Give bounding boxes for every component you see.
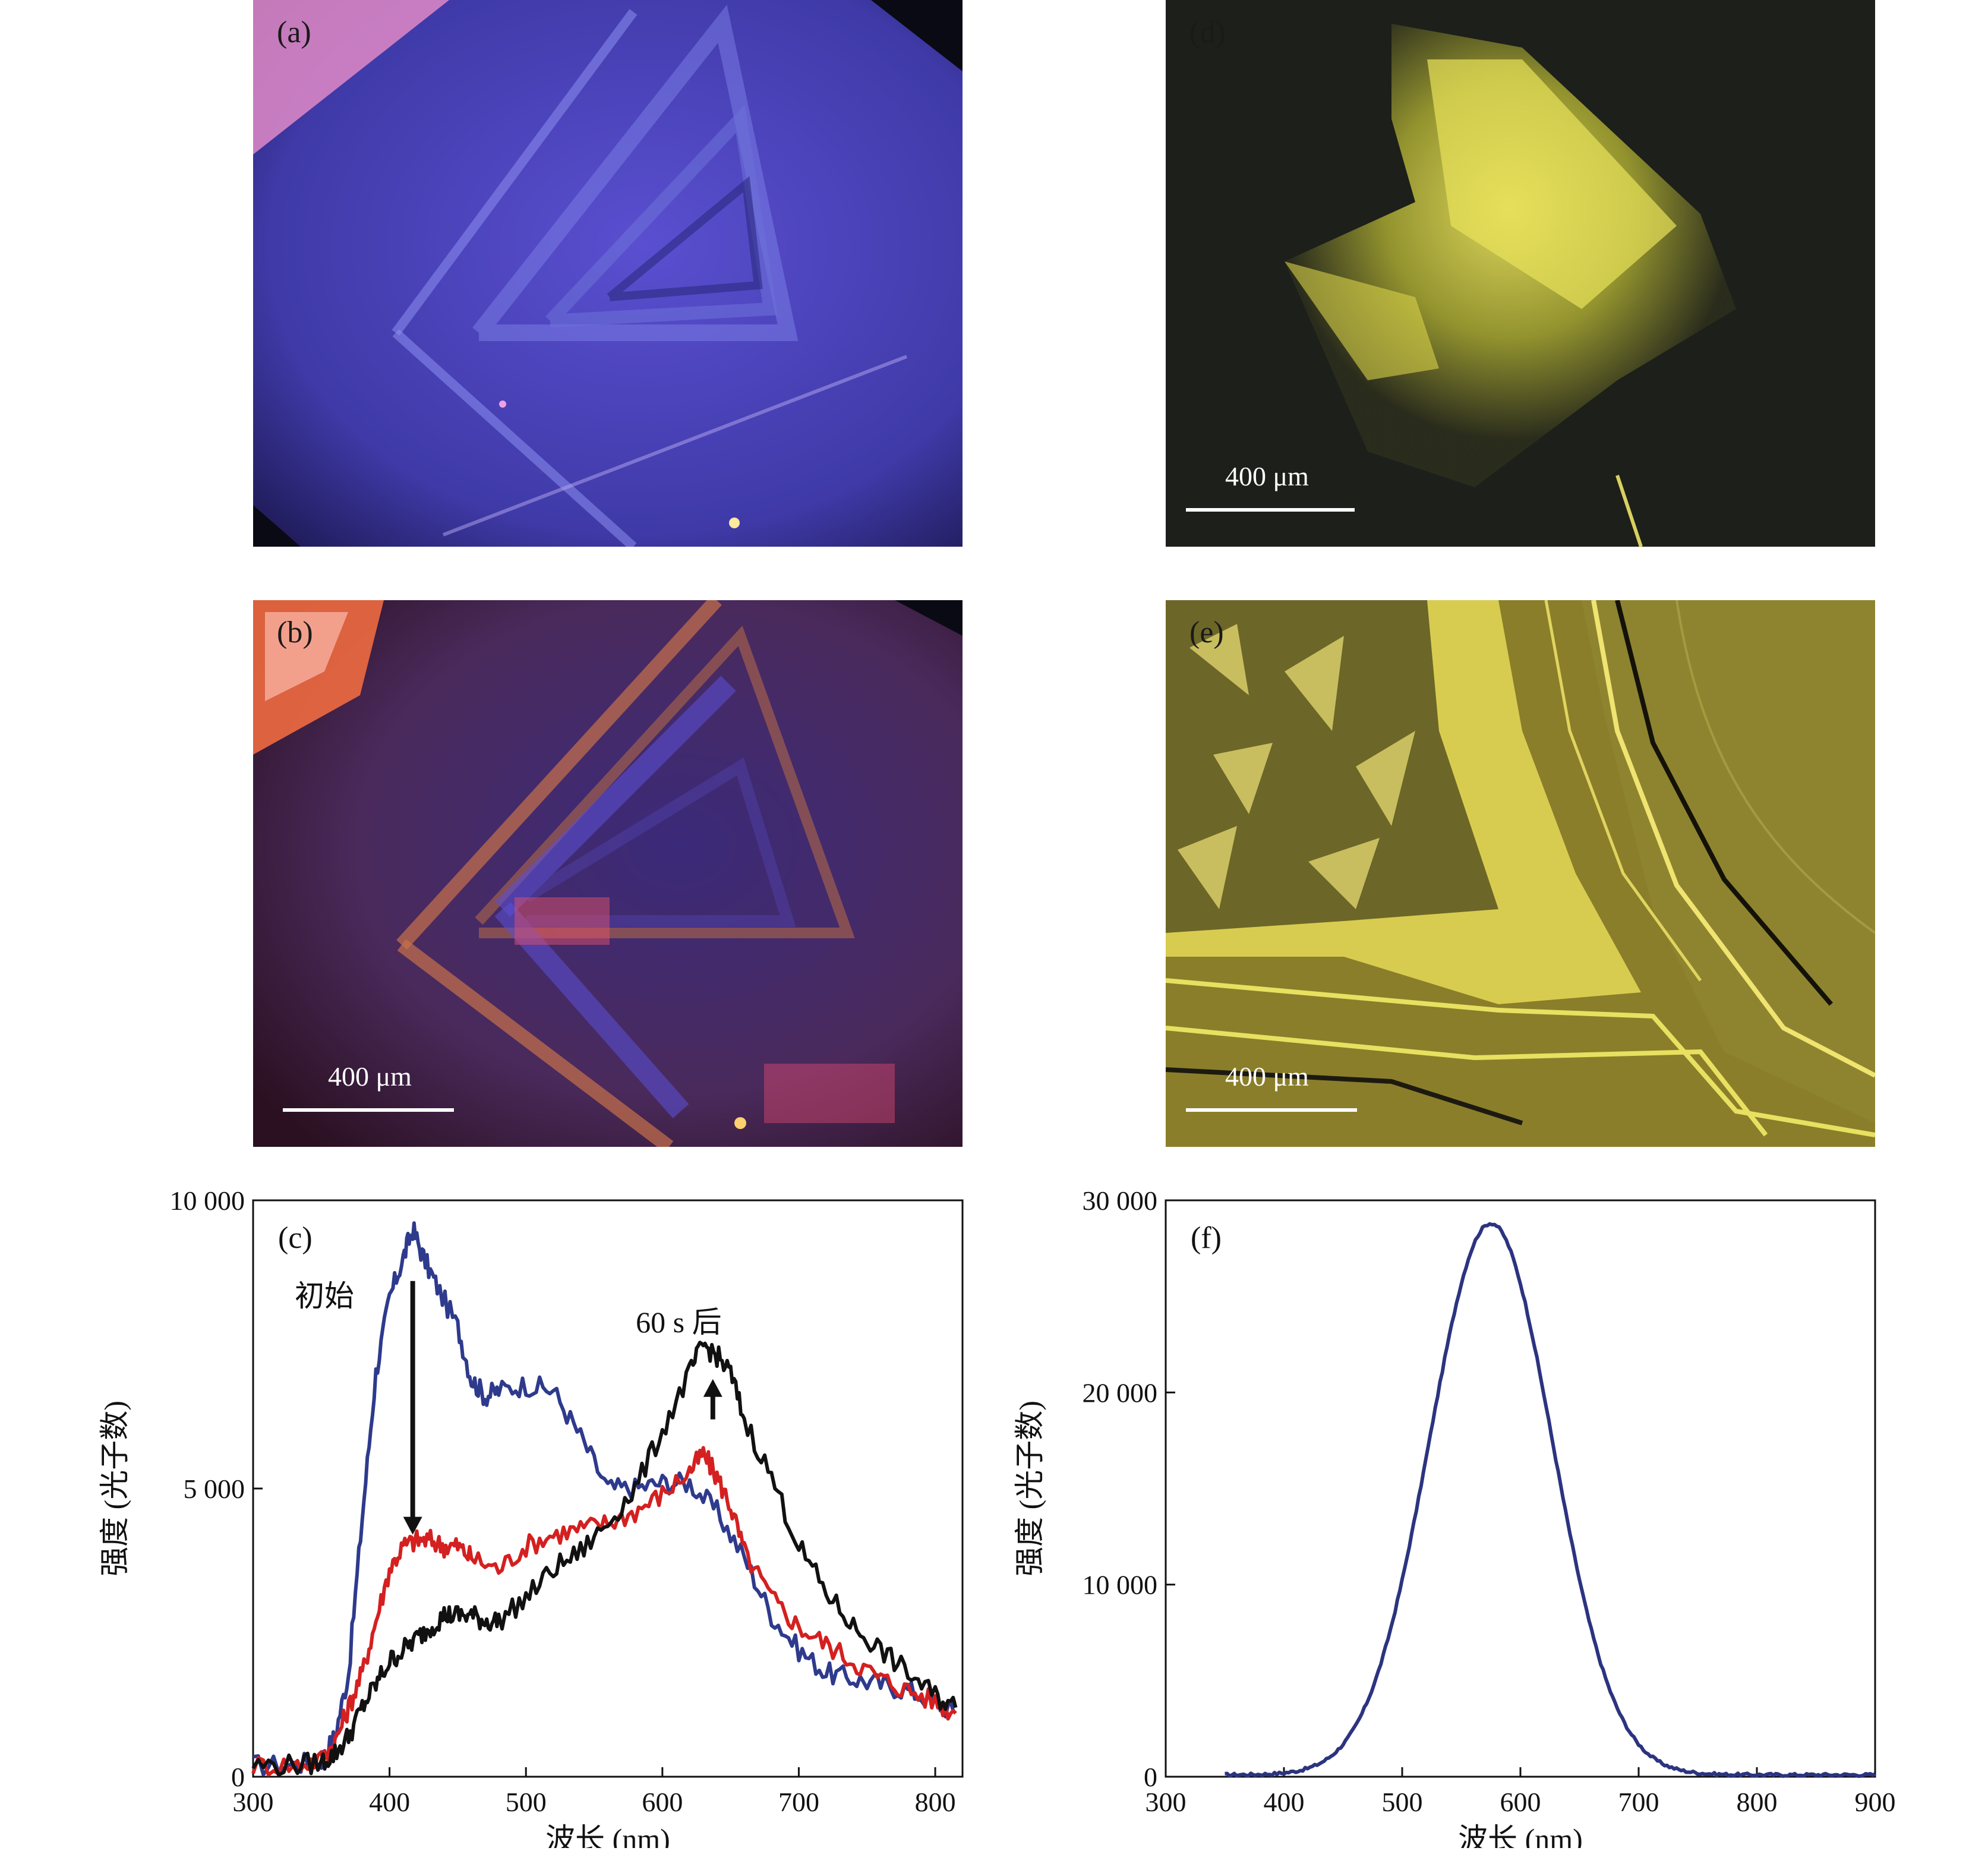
y-tick-label: 30 000: [1083, 1185, 1158, 1216]
x-tick-label: 700: [1618, 1787, 1659, 1817]
scale-bar-e: [1186, 1108, 1357, 1112]
panel-label-d: (d): [1189, 15, 1226, 49]
panel-label: (f): [1191, 1221, 1222, 1255]
arrow-head: [403, 1516, 422, 1535]
micrograph-a: (a): [253, 0, 963, 547]
x-tick-label: 400: [1264, 1787, 1305, 1817]
x-tick-label: 500: [506, 1787, 547, 1817]
panel-label-e: (e): [1189, 616, 1224, 649]
x-axis-label: 波长 (nm): [1458, 1822, 1583, 1848]
y-tick-label: 20 000: [1083, 1377, 1158, 1408]
series-line-dark-blue: [1225, 1222, 1876, 1778]
scale-bar-b: [283, 1108, 454, 1112]
scale-bar-d: [1186, 508, 1355, 512]
x-tick-label: 300: [1146, 1787, 1187, 1817]
x-tick-label: 600: [642, 1787, 683, 1817]
panel-label-b: (b): [277, 616, 313, 649]
scale-bar-label-d: 400 μm: [1225, 461, 1309, 491]
chart-f: 300 400 500 600 700 800 900 0 10 000 20 000 30 000…: [994, 1165, 1988, 1851]
micrograph-d: (d) 400 μm: [1166, 0, 1875, 547]
series-line-blue: [253, 1221, 957, 1777]
scale-bar-label-e: 400 μm: [1225, 1061, 1309, 1092]
annotation-after: 60 s 后: [636, 1306, 721, 1339]
chart-c-svg: 300 400 500 600 700 800 0 5 000 10 000 波长 (nm) 强度 …: [98, 1185, 964, 1851]
micrograph-b: (b) 400 μm: [253, 600, 963, 1147]
x-tick-label: 300: [233, 1787, 274, 1817]
y-tick-label: 0: [1144, 1762, 1157, 1792]
y-tick-label: 0: [231, 1762, 245, 1792]
y-axis-label: 强度 (光子数): [1013, 1401, 1046, 1576]
series-line-red: [251, 1446, 957, 1777]
arrow-head: [703, 1379, 722, 1397]
x-tick-label: 800: [915, 1787, 956, 1817]
plot-frame: [252, 1199, 964, 1778]
y-axis-label: 强度 (光子数): [98, 1401, 131, 1576]
y-tick-label: 10 000: [170, 1185, 245, 1216]
x-tick-label: 500: [1382, 1787, 1423, 1817]
scale-bar-label-b: 400 μm: [328, 1061, 412, 1092]
x-tick-label: 400: [369, 1787, 410, 1817]
x-axis-label: 波长 (nm): [545, 1822, 670, 1848]
y-tick-label: 5 000: [184, 1474, 245, 1504]
series-line-black: [251, 1341, 958, 1777]
x-tick-label: 700: [778, 1787, 819, 1817]
panel-label-a: (a): [277, 15, 311, 49]
x-tick-label: 600: [1500, 1787, 1541, 1817]
x-tick-label: 800: [1737, 1787, 1778, 1817]
chart-f-svg: 300 400 500 600 700 800 900 0 10 000 20 000 30 000…: [1013, 1185, 1896, 1851]
y-tick-label: 10 000: [1083, 1570, 1158, 1600]
micrograph-e: (e) 400 μm: [1166, 600, 1875, 1147]
chart-c: 300 400 500 600 700 800 0 5 000 10 000 波长 (nm) 强度 …: [0, 1165, 994, 1851]
annotation-initial: 初始: [295, 1279, 354, 1313]
x-tick-label: 900: [1855, 1787, 1896, 1817]
panel-label: (c): [278, 1221, 313, 1255]
